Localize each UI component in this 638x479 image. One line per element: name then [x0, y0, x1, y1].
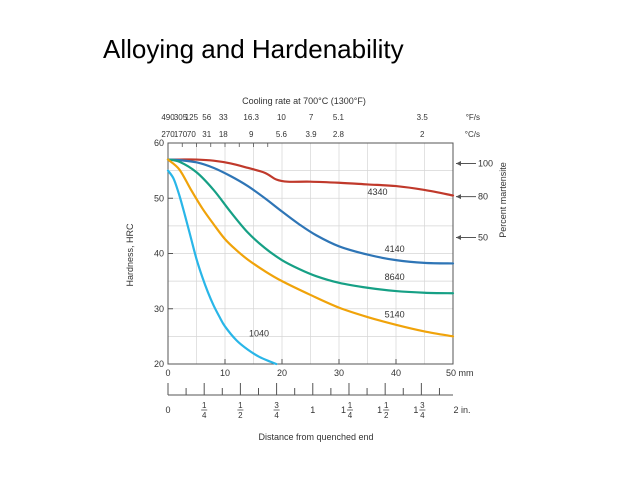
series-label-4340: 4340: [368, 187, 388, 197]
right-tick-label: 80: [478, 192, 488, 202]
inch-whole: 0: [165, 405, 170, 415]
top-tick-label-f: 3.5: [417, 113, 429, 122]
inch-tick-label: 2 in.: [454, 405, 471, 415]
inch-numerator: 1: [202, 401, 207, 410]
x-tick-label-mm: 10: [220, 368, 230, 378]
series-line-5140: [166, 158, 455, 338]
top-tick-label-f: 7: [309, 113, 314, 122]
y-tick-label: 20: [154, 359, 164, 369]
top-tick-label-c: 3.9: [306, 130, 318, 139]
top-tick-label-c: 9: [249, 130, 254, 139]
inch-whole: 1: [341, 405, 346, 415]
right-axis-arrowhead: [456, 160, 461, 166]
y-tick-label: 40: [154, 249, 164, 259]
top-tick-label-f: 10: [277, 113, 286, 122]
top-tick-label-f: 125: [185, 113, 199, 122]
x-tick-label-mm: 20: [277, 368, 287, 378]
right-tick-label: 100: [478, 158, 493, 168]
slide-title: Alloying and Hardenability: [103, 34, 404, 64]
right-tick-label: 50: [478, 232, 488, 242]
series-line-4140: [166, 158, 455, 265]
series-line-1040: [166, 169, 278, 366]
top-tick-label-f: 16.3: [243, 113, 259, 122]
inch-tick-label: 1 12: [377, 401, 390, 420]
top-tick-label-c: 31: [202, 130, 211, 139]
y-tick-label: 50: [154, 193, 164, 203]
inch-whole: 1: [377, 405, 382, 415]
top-unit-f: °F/s: [466, 113, 480, 122]
top-axis-label: Cooling rate at 700°C (1300°F): [242, 96, 366, 106]
top-tick-label-f: 305: [174, 113, 188, 122]
x-axis-label: Distance from quenched end: [258, 432, 373, 442]
x-tick-label-mm: 30: [334, 368, 344, 378]
top-tick-label-c: 5.6: [276, 130, 288, 139]
top-tick-label-c: 170: [174, 130, 188, 139]
inch-whole: 1: [413, 405, 418, 415]
x-tick-label-mm: 0: [165, 368, 170, 378]
top-tick-label-f: 33: [219, 113, 228, 122]
inch-denominator: 4: [202, 411, 207, 420]
inch-numerator: 1: [384, 401, 389, 410]
inch-tick-label: 1 34: [413, 401, 426, 420]
series-label-5140: 5140: [385, 310, 405, 320]
inch-numerator: 1: [238, 401, 243, 410]
inch-tick-label: 1 14: [341, 401, 353, 420]
top-tick-label-c: 70: [187, 130, 196, 139]
inch-denominator: 2: [238, 411, 243, 420]
inch-whole: 1: [310, 405, 315, 415]
inch-denominator: 4: [348, 411, 353, 420]
inch-denominator: 4: [420, 411, 425, 420]
inch-numerator: 3: [420, 401, 425, 410]
x-tick-label-mm: 40: [391, 368, 401, 378]
inch-tick-label: 14: [201, 401, 208, 420]
inch-tick-label: 1: [310, 405, 315, 415]
inch-whole: 2 in.: [454, 405, 471, 415]
series-label-8640: 8640: [385, 272, 405, 282]
series-line-4340: [166, 158, 455, 197]
series-label-4140: 4140: [385, 244, 405, 254]
inch-numerator: 3: [274, 401, 279, 410]
top-tick-label-c: 2: [420, 130, 425, 139]
inch-denominator: 2: [384, 411, 389, 420]
top-tick-label-f: 490: [161, 113, 175, 122]
x-tick-label-mm: 50 mm: [446, 368, 474, 378]
inch-numerator: 1: [348, 401, 353, 410]
top-tick-label-f: 56: [202, 113, 211, 122]
inch-denominator: 4: [274, 411, 279, 420]
inch-tick-label: 12: [237, 401, 244, 420]
top-tick-label-c: 2.8: [333, 130, 345, 139]
series-line-8640: [166, 158, 455, 295]
top-tick-label-c: 270: [161, 130, 175, 139]
top-unit-c: °C/s: [465, 130, 480, 139]
right-axis-arrowhead: [456, 194, 461, 200]
y-tick-label: 60: [154, 138, 164, 148]
inch-tick-label: 34: [273, 401, 280, 420]
y-axis-label: Hardness, HRC: [125, 223, 135, 287]
inch-tick-label: 0: [165, 405, 170, 415]
top-tick-label-f: 5.1: [333, 113, 345, 122]
right-axis-label: Percent martensite: [498, 162, 508, 238]
right-axis-arrowhead: [456, 234, 461, 240]
top-tick-label-c: 18: [219, 130, 228, 139]
y-tick-label: 30: [154, 304, 164, 314]
series-label-1040: 1040: [249, 328, 269, 338]
